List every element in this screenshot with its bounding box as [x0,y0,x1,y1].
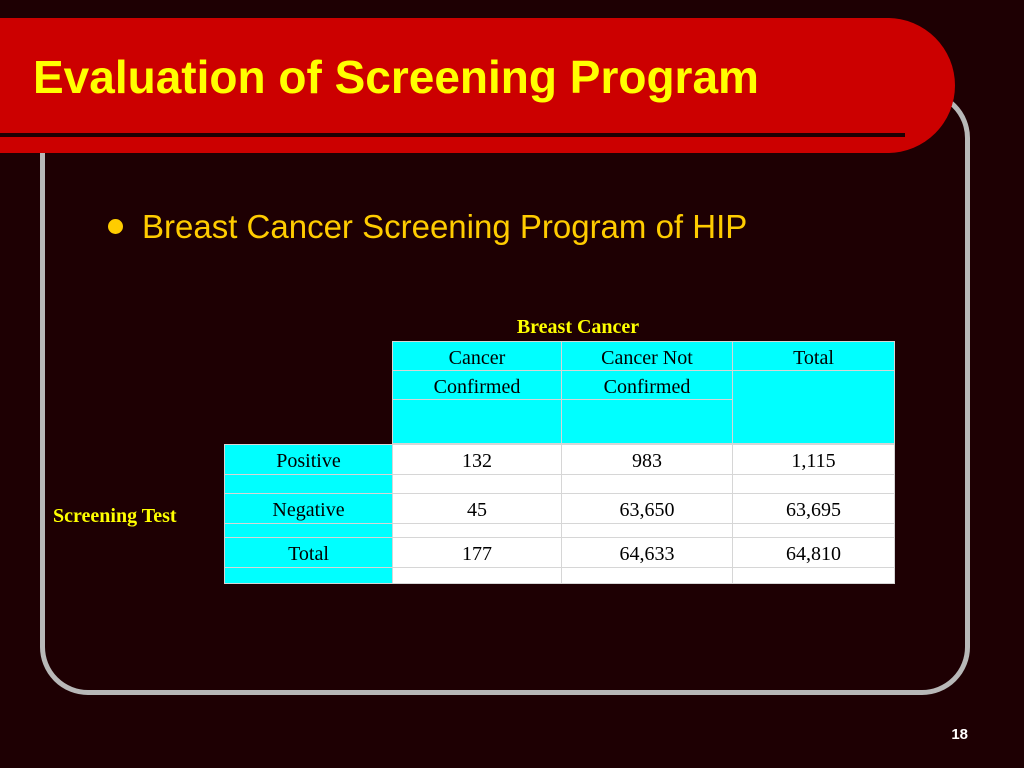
bullet-item: Breast Cancer Screening Program of HIP [108,206,747,248]
table-cell: 63,695 [732,493,895,524]
header-spacer-cell [392,399,562,444]
table-cell: 1,115 [732,444,895,475]
slide-title: Evaluation of Screening Program [33,51,759,103]
column-header-cell: Cancer Not [561,341,733,371]
title-band [0,18,955,153]
column-header-cell: Confirmed [392,370,562,400]
spacer-cell [224,523,393,538]
column-header-cell: Cancer [392,341,562,371]
table-cell: 983 [561,444,733,475]
column-header-cell: Confirmed [561,370,733,400]
bullet-dot-icon [108,218,123,234]
row-group-label: Screening Test [53,505,177,527]
spacer-cell [392,523,562,538]
page-number: 18 [951,726,968,743]
table-cell: 64,633 [561,537,733,568]
row-label-cell: Negative [224,493,393,524]
row-label-cell: Positive [224,444,393,475]
spacer-cell [561,567,733,584]
table-cell: 45 [392,493,562,524]
row-label-cell: Total [224,537,393,568]
table-cell: 63,650 [561,493,733,524]
table-cell: 132 [392,444,562,475]
column-header-cell [732,370,895,444]
column-group-label: Breast Cancer [516,316,640,338]
spacer-cell [732,523,895,538]
spacer-cell [732,567,895,584]
spacer-cell [561,523,733,538]
spacer-cell [392,474,562,494]
spacer-cell [224,474,393,494]
header-spacer-cell [561,399,733,444]
table-cell: 64,810 [732,537,895,568]
column-header-cell: Total [732,341,895,371]
spacer-cell [732,474,895,494]
spacer-cell [224,567,393,584]
bullet-text: Breast Cancer Screening Program of HIP [142,208,748,245]
table-cell: 177 [392,537,562,568]
spacer-cell [561,474,733,494]
spacer-cell [392,567,562,584]
title-rule [0,133,905,137]
